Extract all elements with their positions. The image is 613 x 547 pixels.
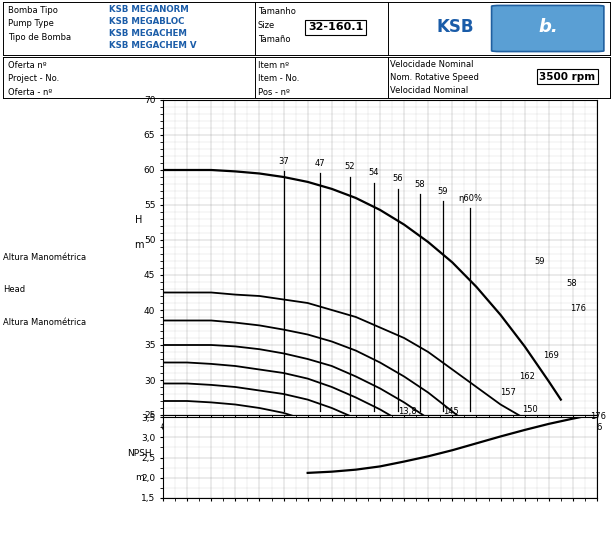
Text: Altura Manométrica: Altura Manométrica	[3, 253, 86, 261]
Text: 56: 56	[393, 174, 403, 183]
Text: b.: b.	[538, 19, 558, 37]
Text: Oferta nº: Oferta nº	[8, 61, 47, 70]
Text: 157: 157	[501, 388, 516, 397]
Text: 13,8: 13,8	[398, 407, 417, 416]
Text: Item - No.: Item - No.	[258, 74, 299, 83]
Text: KSB MEGABLOC: KSB MEGABLOC	[109, 17, 185, 26]
Text: Nom. Rotative Speed: Nom. Rotative Speed	[390, 73, 479, 82]
Text: 37: 37	[278, 157, 289, 166]
Text: 3500 rpm: 3500 rpm	[539, 72, 595, 82]
Text: NPSH: NPSH	[127, 449, 151, 458]
Text: 58: 58	[567, 279, 577, 288]
FancyBboxPatch shape	[492, 5, 604, 51]
Text: KSB: KSB	[436, 19, 474, 37]
Text: Size: Size	[258, 21, 275, 30]
Text: Bomba Tipo: Bomba Tipo	[8, 6, 58, 15]
Text: Altura Manométrica: Altura Manométrica	[3, 318, 86, 327]
Text: 145: 145	[443, 407, 459, 416]
Text: 150: 150	[522, 405, 538, 414]
Text: 58: 58	[414, 180, 425, 189]
Text: Project - No.: Project - No.	[8, 74, 59, 83]
Text: 169: 169	[543, 351, 558, 360]
Text: H: H	[135, 215, 143, 225]
Text: 32-160.1: 32-160.1	[308, 22, 364, 32]
Text: Tamanho: Tamanho	[258, 7, 296, 16]
Text: η60%: η60%	[459, 194, 482, 203]
Text: 59: 59	[438, 187, 448, 196]
Text: m: m	[135, 473, 143, 482]
Text: KSB MEGACHEM: KSB MEGACHEM	[109, 29, 187, 38]
Text: Item nº: Item nº	[258, 61, 289, 70]
Text: KSB MEGACHEM V: KSB MEGACHEM V	[109, 41, 197, 50]
Text: 176: 176	[571, 304, 587, 313]
Text: Pump Type: Pump Type	[8, 20, 54, 28]
Text: KSB MEGANORM: KSB MEGANORM	[109, 5, 189, 14]
Text: 176: 176	[590, 412, 606, 421]
Text: Velocidad Nominal: Velocidad Nominal	[390, 86, 468, 95]
Text: Velocidade Nominal: Velocidade Nominal	[390, 60, 474, 69]
Text: 54: 54	[369, 168, 379, 177]
X-axis label: Q m³/h: Q m³/h	[363, 434, 397, 444]
Text: 59: 59	[535, 257, 545, 265]
Text: Pos - nº: Pos - nº	[258, 88, 290, 97]
Text: m: m	[134, 240, 144, 250]
Text: Tipo de Bomba: Tipo de Bomba	[8, 33, 71, 42]
Text: Oferta - nº: Oferta - nº	[8, 88, 52, 97]
Text: Tamaño: Tamaño	[258, 35, 291, 44]
Text: 162: 162	[519, 372, 535, 381]
Text: 47: 47	[314, 159, 325, 168]
Text: Head: Head	[3, 286, 25, 294]
Text: 52: 52	[345, 162, 355, 171]
